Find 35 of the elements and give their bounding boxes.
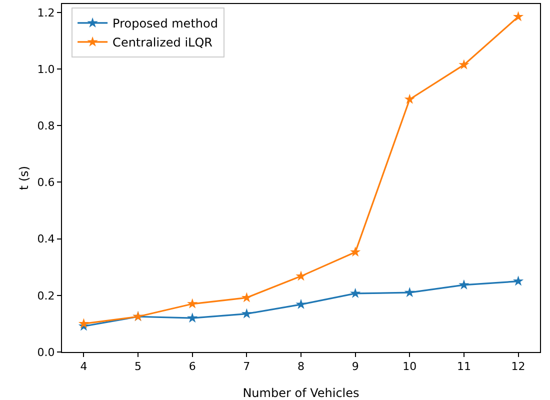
y-tick-label: 0.8 (37, 120, 55, 133)
x-tick-label: 12 (511, 360, 526, 374)
legend-label: Proposed method (112, 16, 218, 31)
point (78, 318, 90, 328)
point (458, 279, 470, 290)
point (241, 308, 252, 318)
y-tick-label: 0.4 (37, 232, 55, 246)
point (350, 246, 361, 257)
point (458, 59, 470, 70)
legend-label: Centralized iLQR (112, 36, 213, 50)
y-tick-label: 1.0 (37, 62, 55, 76)
point (296, 298, 306, 309)
y-tick-label: 0.0 (37, 346, 55, 359)
point (512, 11, 524, 22)
x-tick-label: 4 (80, 360, 88, 374)
y-axis-title: t (s) (17, 166, 31, 190)
point (404, 286, 415, 298)
y-tick-label: 0.2 (37, 289, 55, 302)
y-tick-label: 1.2 (37, 6, 55, 20)
x-tick-label: 6 (188, 360, 196, 374)
point (241, 292, 252, 302)
x-tick-label: 5 (134, 360, 142, 374)
x-tick-label: 11 (456, 360, 471, 374)
point (187, 312, 198, 323)
point (296, 270, 306, 281)
point (512, 276, 524, 286)
point (187, 298, 198, 308)
x-axis-title: Number of Vehicles (242, 386, 360, 400)
x-tick-label: 7 (243, 360, 250, 374)
point (350, 288, 361, 298)
x-tick-label: 9 (352, 360, 359, 374)
x-tick-label: 10 (402, 360, 417, 374)
y-tick-label: 0.6 (37, 176, 55, 190)
point (404, 94, 415, 104)
x-tick-label: 8 (298, 360, 304, 374)
